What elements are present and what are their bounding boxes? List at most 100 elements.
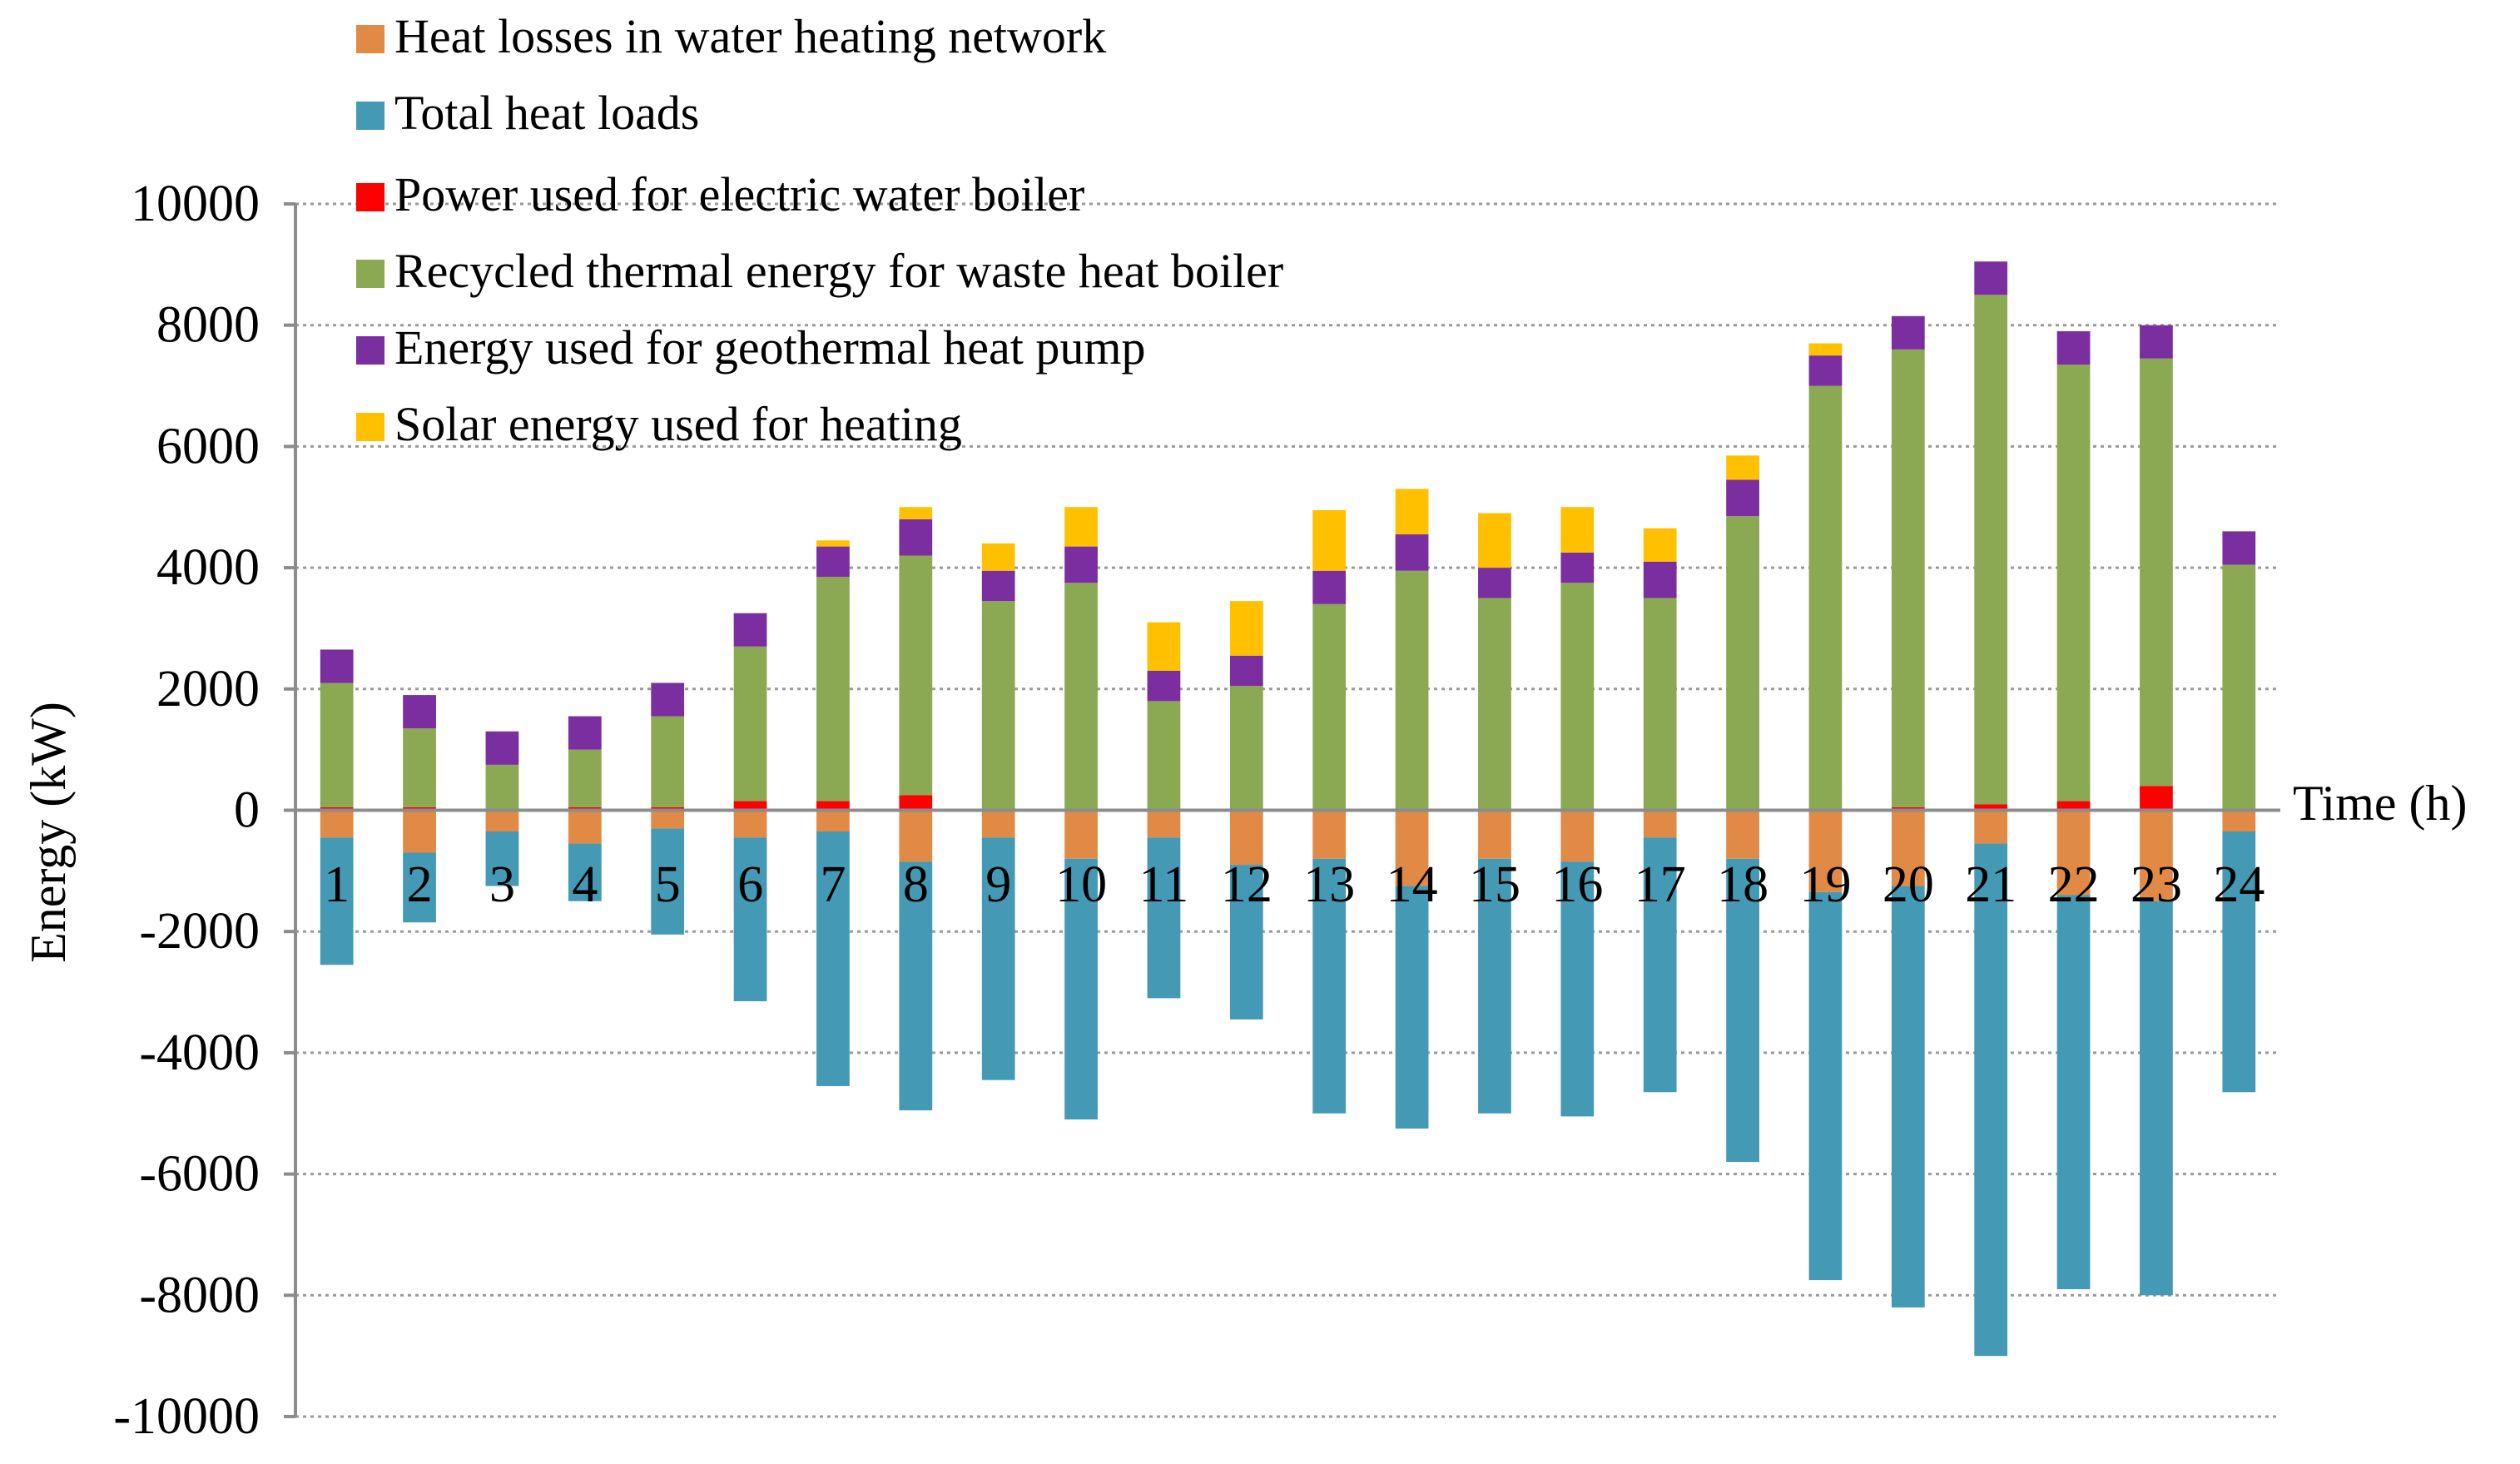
bar-energy-used-for-geothermal-heat-pump-3 (485, 731, 519, 765)
bar-heat-losses-in-water-heating-network-19 (1808, 810, 1843, 892)
x-axis-title: Time (h) (2293, 776, 2467, 831)
x-tick-label: 1 (324, 856, 350, 913)
bar-energy-used-for-geothermal-heat-pump-13 (1312, 570, 1347, 604)
y-tick-label: 2000 (156, 661, 260, 717)
bar-power-used-for-electric-water-boiler-23 (2140, 786, 2173, 811)
bar-recycled-thermal-energy-for-waste-heat-boiler-2 (403, 728, 436, 807)
bar-recycled-thermal-energy-for-waste-heat-boiler-4 (568, 749, 602, 807)
bar-heat-losses-in-water-heating-network-1 (320, 810, 354, 838)
legend-label-recycled-thermal-energy-for-waste-heat-boiler: Recycled thermal energy for waste heat b… (394, 244, 1283, 298)
bar-recycled-thermal-energy-for-waste-heat-boiler-5 (651, 716, 685, 807)
x-tick-label: 13 (1303, 856, 1355, 913)
bar-total-heat-loads-5 (651, 828, 685, 935)
bar-energy-used-for-geothermal-heat-pump-19 (1808, 355, 1843, 386)
x-tick-label: 21 (1965, 856, 2016, 913)
bar-energy-used-for-geothermal-heat-pump-8 (899, 519, 933, 556)
bar-heat-losses-in-water-heating-network-20 (1891, 810, 1925, 886)
bar-energy-used-for-geothermal-heat-pump-15 (1478, 568, 1511, 598)
legend-label-total-heat-loads: Total heat loads (394, 86, 699, 140)
x-tick-label: 24 (2213, 856, 2265, 913)
category-labels: 1 2 3 4 5 6 7 8 9 10 11 12 13 14 15 16 17 18 19 20 21 22 23 24 (324, 856, 2265, 913)
bar-recycled-thermal-energy-for-waste-heat-boiler-16 (1560, 583, 1595, 811)
bar-heat-losses-in-water-heating-network-6 (733, 810, 767, 838)
x-tick-label: 19 (1799, 856, 1851, 913)
bar-power-used-for-electric-water-boiler-22 (2056, 801, 2091, 811)
x-tick-label: 17 (1635, 856, 1686, 913)
bar-energy-used-for-geothermal-heat-pump-23 (2140, 325, 2173, 359)
bar-heat-losses-in-water-heating-network-22 (2056, 810, 2091, 896)
x-tick-label: 9 (985, 856, 1011, 913)
bar-recycled-thermal-energy-for-waste-heat-boiler-10 (1064, 583, 1098, 811)
bar-energy-used-for-geothermal-heat-pump-6 (733, 613, 767, 647)
bar-solar-energy-used-for-heating-10 (1064, 507, 1098, 547)
bar-recycled-thermal-energy-for-waste-heat-boiler-3 (485, 764, 519, 811)
bar-total-heat-loads-3 (485, 831, 519, 886)
bar-power-used-for-electric-water-boiler-8 (899, 795, 933, 811)
bars (320, 261, 2256, 1357)
legend-label-power-used-for-electric-water-boiler: Power used for electric water boiler (394, 167, 1084, 221)
bar-heat-losses-in-water-heating-network-24 (2222, 810, 2256, 831)
bar-recycled-thermal-energy-for-waste-heat-boiler-17 (1643, 598, 1677, 811)
bar-solar-energy-used-for-heating-11 (1147, 622, 1181, 671)
y-tick-label: 0 (234, 782, 260, 839)
legend-swatch-solar-energy-used-for-heating (356, 413, 384, 441)
bar-total-heat-loads-4 (568, 843, 602, 901)
x-tick-label: 8 (903, 856, 929, 913)
bar-total-heat-loads-9 (981, 837, 1015, 1080)
bar-solar-energy-used-for-heating-13 (1312, 509, 1347, 571)
bar-heat-losses-in-water-heating-network-5 (651, 810, 685, 829)
x-tick-label: 18 (1717, 856, 1768, 913)
x-tick-label: 7 (820, 856, 846, 913)
bar-solar-energy-used-for-heating-7 (816, 540, 850, 547)
bar-heat-losses-in-water-heating-network-14 (1395, 810, 1429, 886)
bar-recycled-thermal-energy-for-waste-heat-boiler-6 (733, 646, 767, 801)
x-tick-label: 6 (737, 856, 763, 913)
bar-total-heat-loads-12 (1229, 865, 1263, 1020)
bar-energy-used-for-geothermal-heat-pump-2 (403, 695, 436, 729)
y-tick-labels: 10000 8000 6000 4000 2000 0 -2000 -4000 -6000 -80… (113, 176, 260, 1445)
bar-recycled-thermal-energy-for-waste-heat-boiler-1 (320, 682, 354, 807)
bar-energy-used-for-geothermal-heat-pump-21 (1974, 261, 2008, 295)
bar-recycled-thermal-energy-for-waste-heat-boiler-8 (899, 555, 933, 796)
bar-heat-losses-in-water-heating-network-17 (1643, 810, 1677, 838)
bar-recycled-thermal-energy-for-waste-heat-boiler-9 (981, 601, 1015, 811)
bar-energy-used-for-geothermal-heat-pump-18 (1726, 479, 1759, 517)
x-tick-label: 3 (489, 856, 515, 913)
bar-total-heat-loads-19 (1808, 891, 1843, 1281)
y-tick-label: -10000 (113, 1388, 260, 1445)
bar-total-heat-loads-18 (1726, 858, 1759, 1163)
bar-energy-used-for-geothermal-heat-pump-17 (1643, 561, 1677, 598)
x-tick-label: 22 (2048, 856, 2100, 913)
y-tick-label: 6000 (156, 418, 260, 474)
bar-energy-used-for-geothermal-heat-pump-12 (1229, 655, 1263, 687)
bar-recycled-thermal-energy-for-waste-heat-boiler-22 (2056, 365, 2091, 801)
bar-energy-used-for-geothermal-heat-pump-4 (568, 716, 602, 750)
bar-total-heat-loads-20 (1891, 886, 1925, 1308)
bar-total-heat-loads-1 (320, 837, 354, 965)
x-tick-label: 14 (1386, 856, 1438, 913)
bar-total-heat-loads-17 (1643, 837, 1677, 1093)
bar-energy-used-for-geothermal-heat-pump-11 (1147, 670, 1181, 702)
bar-heat-losses-in-water-heating-network-21 (1974, 810, 2008, 844)
x-tick-label: 23 (2131, 856, 2182, 913)
bar-total-heat-loads-15 (1478, 858, 1511, 1114)
bar-total-heat-loads-23 (2140, 901, 2173, 1296)
bar-total-heat-loads-13 (1312, 858, 1347, 1114)
y-tick-label: -6000 (139, 1146, 260, 1203)
bar-energy-used-for-geothermal-heat-pump-9 (981, 570, 1015, 602)
gridlines (295, 202, 2280, 1418)
bar-heat-losses-in-water-heating-network-2 (403, 810, 436, 853)
legend-swatch-heat-losses-in-water-heating-network (356, 25, 384, 53)
y-tick-label: 8000 (156, 297, 260, 354)
bar-total-heat-loads-24 (2222, 831, 2256, 1093)
bar-total-heat-loads-7 (816, 831, 850, 1086)
bar-heat-losses-in-water-heating-network-3 (485, 810, 519, 831)
bar-solar-energy-used-for-heating-14 (1395, 489, 1429, 535)
bar-recycled-thermal-energy-for-waste-heat-boiler-23 (2140, 358, 2173, 787)
bar-recycled-thermal-energy-for-waste-heat-boiler-19 (1808, 385, 1843, 811)
bar-total-heat-loads-22 (2056, 895, 2091, 1290)
bar-heat-losses-in-water-heating-network-16 (1560, 810, 1595, 862)
bar-recycled-thermal-energy-for-waste-heat-boiler-14 (1395, 570, 1429, 811)
x-tick-label: 5 (655, 856, 681, 913)
